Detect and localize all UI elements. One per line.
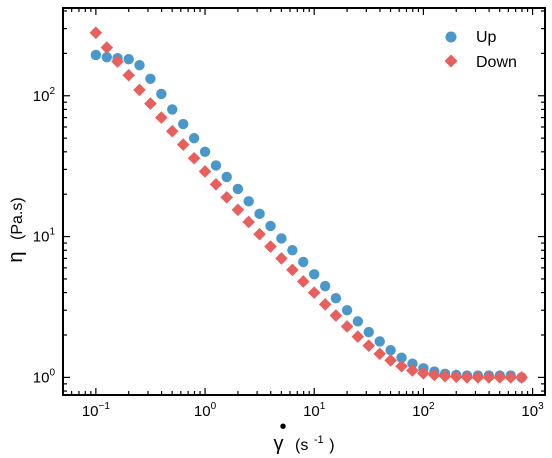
up-point — [123, 53, 134, 65]
legend-up-marker — [445, 31, 457, 43]
down-point — [493, 371, 507, 384]
up-point — [319, 280, 331, 292]
x-axis-unit-exp: -1 — [314, 434, 324, 446]
axis-ticks — [62, 8, 545, 395]
x-tick-label: 100 — [194, 401, 217, 420]
legend: Up Down — [444, 29, 517, 71]
down-point — [362, 339, 376, 352]
down-point — [100, 41, 114, 54]
down-point — [286, 263, 299, 277]
series-down — [89, 26, 528, 384]
legend-down-label: Down — [476, 54, 517, 71]
up-point — [352, 316, 364, 327]
up-point — [276, 233, 287, 244]
x-tick-label: 102 — [412, 401, 435, 420]
down-point — [373, 347, 387, 361]
down-point — [122, 68, 136, 82]
down-point — [133, 83, 146, 97]
y-tick-label: 100 — [33, 367, 56, 386]
y-axis-label: η (Pa.s) — [5, 197, 27, 262]
down-point — [176, 138, 190, 151]
up-point — [243, 196, 254, 207]
down-point — [187, 151, 201, 165]
down-point — [395, 359, 408, 373]
up-point — [210, 160, 222, 171]
x-axis-symbol: γ — [273, 433, 283, 455]
legend-down-marker — [444, 54, 458, 68]
up-point — [221, 171, 232, 183]
down-point — [384, 354, 397, 367]
down-point — [329, 309, 343, 322]
down-point — [89, 26, 103, 40]
down-point — [417, 366, 430, 380]
up-point — [90, 49, 102, 61]
down-point — [209, 178, 223, 191]
down-point — [482, 371, 496, 384]
x-axis-unit-close: ) — [329, 437, 334, 454]
up-point — [156, 88, 167, 100]
y-tick-label: 101 — [33, 227, 56, 246]
tick-labels: 10−1 100 101 102 103 100 101 102 — [33, 86, 544, 420]
y-tick-label: 102 — [33, 86, 56, 105]
up-point — [254, 208, 265, 220]
down-point — [460, 371, 474, 384]
down-point — [242, 215, 255, 229]
legend-up-label: Up — [476, 29, 497, 46]
up-point — [265, 220, 276, 232]
down-point — [504, 371, 518, 384]
down-point — [438, 369, 452, 383]
up-point — [341, 305, 353, 316]
up-point — [232, 183, 244, 195]
down-point — [220, 191, 234, 204]
up-point — [363, 326, 374, 338]
up-point — [178, 118, 189, 130]
down-point — [307, 286, 321, 299]
down-point — [155, 111, 168, 124]
down-point — [231, 203, 245, 217]
up-point — [407, 358, 418, 369]
up-point — [298, 256, 309, 268]
down-point — [406, 364, 419, 377]
up-point — [385, 345, 396, 356]
up-point — [287, 245, 298, 256]
down-point — [318, 298, 332, 311]
up-point — [199, 146, 211, 158]
x-tick-label: 101 — [303, 401, 326, 420]
up-point — [188, 132, 200, 144]
up-point — [309, 269, 320, 280]
x-axis-unit-open: (s — [295, 437, 308, 454]
up-point — [101, 51, 113, 63]
up-point — [145, 73, 156, 84]
down-point — [275, 252, 288, 265]
x-axis-label: γ (s -1 ) — [273, 426, 334, 455]
down-point — [471, 371, 485, 384]
down-point — [515, 371, 528, 384]
down-point — [340, 320, 354, 333]
down-point — [351, 330, 365, 343]
up-point — [330, 293, 342, 304]
down-point — [264, 240, 277, 253]
down-point — [165, 124, 179, 138]
down-point — [111, 55, 124, 68]
down-point — [198, 165, 212, 178]
down-point — [296, 275, 310, 288]
up-point — [134, 59, 145, 71]
up-point — [167, 104, 178, 115]
down-point — [428, 368, 441, 382]
series-up — [90, 49, 527, 383]
y-axis-unit: (Pa.s) — [9, 197, 26, 240]
x-tick-label: 103 — [521, 401, 544, 420]
up-point — [374, 336, 385, 347]
down-point — [144, 97, 157, 110]
down-point — [449, 370, 463, 384]
down-point — [253, 227, 266, 241]
x-axis-dot: • — [279, 416, 286, 438]
up-point — [396, 352, 407, 363]
y-axis-symbol: η — [5, 252, 27, 263]
x-tick-label: 10−1 — [82, 401, 111, 420]
